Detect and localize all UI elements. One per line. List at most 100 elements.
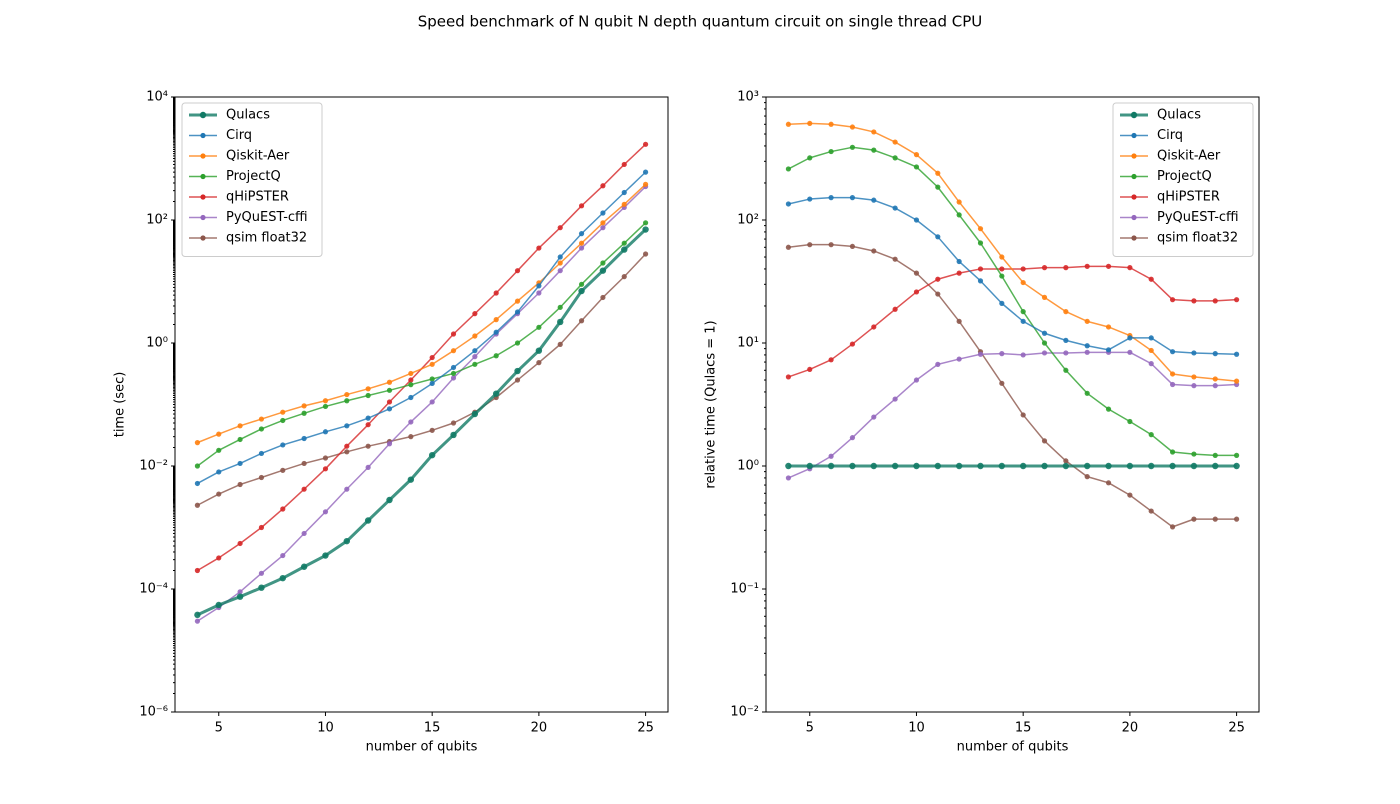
data-point (998, 462, 1006, 470)
data-point (194, 440, 201, 446)
data-point (280, 409, 286, 415)
y-axis-label: relative time (Qulacs = 1) (704, 320, 719, 488)
data-point (301, 403, 307, 409)
data-point (386, 441, 393, 447)
data-point (600, 210, 606, 216)
data-point (621, 246, 628, 253)
data-point (871, 197, 877, 203)
x-axis-label: number of qubits (957, 740, 1069, 755)
data-point (999, 351, 1005, 357)
data-point (408, 394, 414, 401)
data-point (1105, 406, 1112, 412)
legend-label: qsim float32 (226, 231, 307, 246)
data-point (408, 382, 414, 388)
data-point (1148, 508, 1154, 514)
data-point (999, 273, 1005, 279)
data-point (1169, 297, 1176, 303)
data-point (1062, 462, 1070, 470)
legend-marker (1131, 235, 1137, 241)
data-point (365, 422, 371, 428)
data-point (258, 426, 265, 432)
data-point (600, 225, 606, 231)
data-point (1233, 462, 1240, 470)
data-point (386, 406, 393, 412)
series-line (788, 243, 1237, 528)
data-point (1063, 337, 1069, 343)
data-point (493, 353, 499, 359)
data-point (1084, 390, 1090, 396)
data-point (408, 434, 414, 440)
data-point (429, 399, 435, 405)
data-point (194, 618, 201, 624)
data-point (1063, 309, 1069, 315)
data-point (493, 329, 499, 335)
data-point (600, 220, 606, 226)
legend-label: qsim float32 (1157, 231, 1238, 246)
data-point (429, 380, 435, 387)
data-point (785, 244, 792, 250)
data-point (935, 361, 941, 367)
data-point (785, 201, 792, 207)
series-line (197, 186, 647, 622)
data-point (1148, 276, 1154, 282)
x-tick-label: 5 (806, 721, 814, 736)
data-point (280, 442, 286, 448)
data-point (536, 245, 542, 251)
data-point (849, 144, 856, 150)
data-point (785, 374, 792, 380)
data-point (386, 399, 393, 405)
data-point (871, 147, 877, 153)
axes-frame (174, 96, 669, 713)
data-point (408, 419, 414, 425)
data-point (1191, 383, 1197, 389)
data-point (642, 220, 649, 226)
data-point (578, 203, 585, 209)
data-point (807, 242, 813, 248)
data-point (301, 435, 307, 442)
data-point (258, 524, 265, 531)
series-line (788, 351, 1237, 479)
data-point (557, 254, 563, 260)
data-point (492, 390, 500, 397)
data-point (785, 475, 792, 481)
data-point (871, 129, 877, 135)
x-tick-label: 20 (1122, 721, 1139, 736)
data-point (807, 196, 813, 202)
data-point (472, 361, 478, 367)
data-point (1084, 318, 1090, 324)
data-point (1020, 412, 1026, 418)
data-point (258, 474, 265, 481)
legend-marker (1131, 214, 1137, 221)
legend-label: ProjectQ (1157, 169, 1212, 184)
data-point (344, 398, 350, 404)
data-point (621, 240, 627, 246)
data-point (344, 443, 350, 449)
data-point (536, 324, 542, 330)
data-point (891, 462, 899, 470)
data-point (322, 509, 329, 515)
data-point (194, 567, 201, 574)
data-point (1105, 462, 1112, 470)
data-point (408, 377, 414, 383)
data-point (807, 366, 813, 373)
data-point (1063, 458, 1069, 464)
legend-label: qHiPSTER (226, 190, 289, 205)
data-point (1020, 352, 1026, 358)
data-point (828, 242, 834, 248)
data-point (1063, 350, 1069, 356)
data-point (472, 348, 478, 354)
data-point (493, 317, 499, 323)
data-point (237, 589, 243, 595)
data-point (1126, 462, 1134, 470)
data-point (472, 354, 478, 360)
series-line (788, 146, 1237, 457)
data-point (280, 506, 286, 512)
series-line (788, 122, 1237, 382)
data-point (1212, 452, 1218, 458)
data-point (807, 155, 813, 161)
data-point (535, 347, 543, 354)
y-tick-label: 10⁻² (730, 705, 759, 720)
data-point (450, 331, 457, 337)
data-point (322, 466, 329, 472)
legend-label: Qiskit-Aer (1157, 149, 1221, 164)
